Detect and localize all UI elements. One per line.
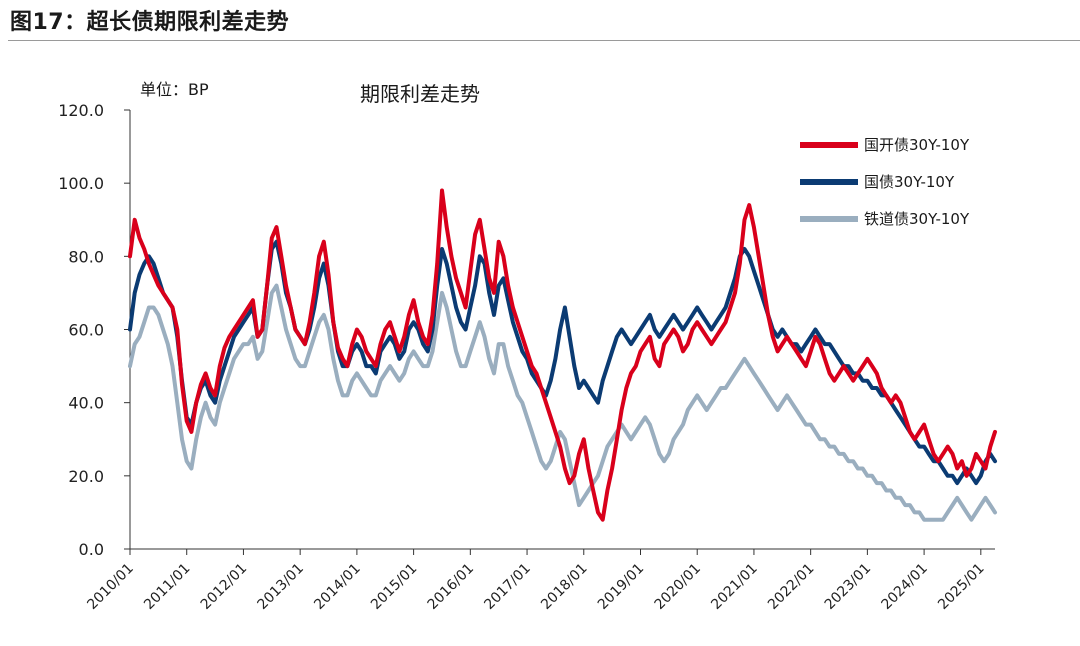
x-tick-label: 2015/01 [368, 561, 420, 613]
x-tick-label: 2014/01 [311, 561, 363, 613]
series-line-2 [128, 283, 997, 522]
figure-title: 图17：超长债期限利差走势 [10, 10, 290, 35]
x-tick-label: 2011/01 [141, 561, 193, 613]
y-tick-label: 40.0 [68, 394, 104, 413]
x-tick-label: 2018/01 [538, 561, 590, 613]
y-tick-label: 100.0 [58, 174, 104, 193]
legend-label-cdb: 国开债30Y-10Y [864, 136, 970, 154]
x-tick-label: 2024/01 [878, 561, 930, 613]
x-tick-label: 2012/01 [198, 561, 250, 613]
chart-title: 期限利差走势 [360, 82, 480, 106]
series-line-1 [128, 239, 997, 486]
title-divider [8, 40, 1080, 41]
series-line-0 [128, 188, 997, 522]
x-tick-label: 2023/01 [822, 561, 874, 613]
x-tick-label: 2022/01 [765, 561, 817, 613]
y-tick-label: 0.0 [79, 540, 104, 559]
x-tick-label: 2019/01 [595, 561, 647, 613]
legend-swatch-railway [800, 215, 858, 222]
x-tick-label: 2017/01 [481, 561, 533, 613]
legend-item-railway: 铁道债30Y-10Y [800, 200, 969, 237]
x-tick-label: 2020/01 [652, 561, 704, 613]
y-tick-label: 120.0 [58, 101, 104, 120]
legend-item-treasury: 国债30Y-10Y [800, 163, 969, 200]
y-tick-label: 20.0 [68, 467, 104, 486]
x-tick-label: 2010/01 [84, 561, 136, 613]
legend-swatch-cdb [800, 141, 858, 148]
x-tick-label: 2013/01 [255, 561, 307, 613]
legend-label-treasury: 国债30Y-10Y [864, 173, 955, 191]
y-tick-label: 80.0 [68, 247, 104, 266]
unit-label: 单位：BP [140, 80, 209, 99]
legend-item-cdb: 国开债30Y-10Y [800, 126, 969, 163]
y-tick-label: 60.0 [68, 321, 104, 340]
legend-label-railway: 铁道债30Y-10Y [864, 210, 970, 228]
x-tick-label: 2016/01 [425, 561, 477, 613]
x-tick-label: 2021/01 [708, 561, 760, 613]
x-tick-label: 2025/01 [935, 561, 987, 613]
legend: 国开债30Y-10Y 国债30Y-10Y 铁道债30Y-10Y [800, 126, 969, 237]
legend-swatch-treasury [800, 178, 858, 185]
